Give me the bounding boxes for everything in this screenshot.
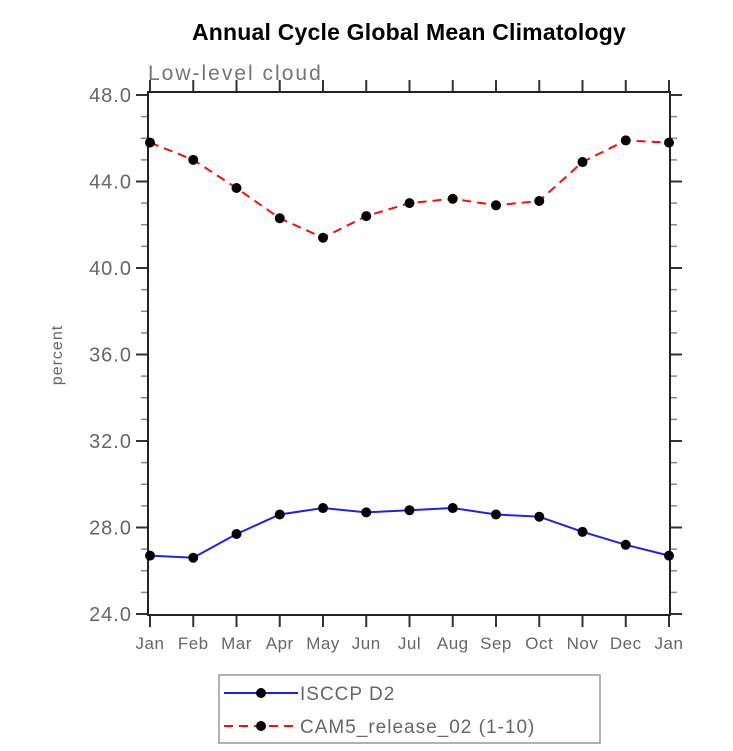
data-point-marker [534,195,545,206]
legend-label-0: ISCCP D2 [300,684,395,705]
y-tick-label: 28.0 [89,518,132,540]
data-point-marker [188,552,199,563]
y-tick-label: 36.0 [89,345,132,367]
data-point-marker [231,528,242,539]
legend-box [218,674,601,744]
data-point-marker [491,200,501,211]
data-point-marker [318,232,328,243]
data-point-marker [404,505,415,516]
data-point-marker [620,539,631,550]
x-tick-label: Apr [266,634,294,653]
data-point-marker [664,137,674,148]
series-line-1 [149,139,670,239]
data-point-marker [620,135,631,146]
data-point-marker [361,211,372,222]
data-point-marker [447,193,458,204]
plot-frame [147,91,671,616]
data-point-marker [577,157,588,168]
data-point-marker [404,198,415,209]
x-tick-label: Mar [221,634,252,653]
data-point-marker [577,526,588,537]
y-tick-label: 40.0 [89,258,132,280]
x-tick-label: Sep [480,634,512,653]
x-tick-label: Dec [610,634,642,653]
data-point-marker [664,550,674,561]
data-point-marker [231,182,242,193]
data-point-marker [188,154,199,165]
y-tick-label: 32.0 [89,431,132,453]
y-tick-label: 48.0 [89,85,132,107]
series-line-0 [149,507,670,559]
data-point-marker [274,509,285,520]
data-point-marker [361,507,372,518]
x-tick-label: Aug [437,634,469,653]
x-tick-label: Jan [655,634,684,653]
x-tick-label: Jun [352,634,381,653]
data-point-marker [318,503,328,514]
y-tick-label: 44.0 [89,172,132,194]
x-tick-label: Jul [398,634,421,653]
legend-sample-marker-1 [256,721,266,731]
data-point-marker [274,213,285,224]
data-point-marker [145,137,155,148]
legend-sample-marker-0 [256,688,266,698]
data-point-marker [534,511,545,522]
y-tick-label: 24.0 [89,604,132,626]
legend: ISCCP D2 CAM5_release_02 (1-10) [218,674,601,744]
x-tick-label: Oct [525,634,553,653]
chart-title: Annual Cycle Global Mean Climatology [192,19,626,45]
data-point-marker [491,509,501,520]
data-point-marker [447,503,458,514]
x-tick-label: Feb [178,634,209,653]
legend-label-1: CAM5_release_02 (1-10) [300,717,535,738]
plot-area: 24.0 28.0 32.0 36.0 40.0 44.0 48.0 Jan Feb Mar Apr… [89,80,683,653]
x-tick-label: Jan [136,634,165,653]
chart-subtitle: Low-level cloud [148,62,323,85]
x-tick-label: May [306,634,340,653]
data-point-marker [145,550,155,561]
x-tick-label: Nov [567,634,599,653]
y-axis-title: percent [49,325,66,385]
